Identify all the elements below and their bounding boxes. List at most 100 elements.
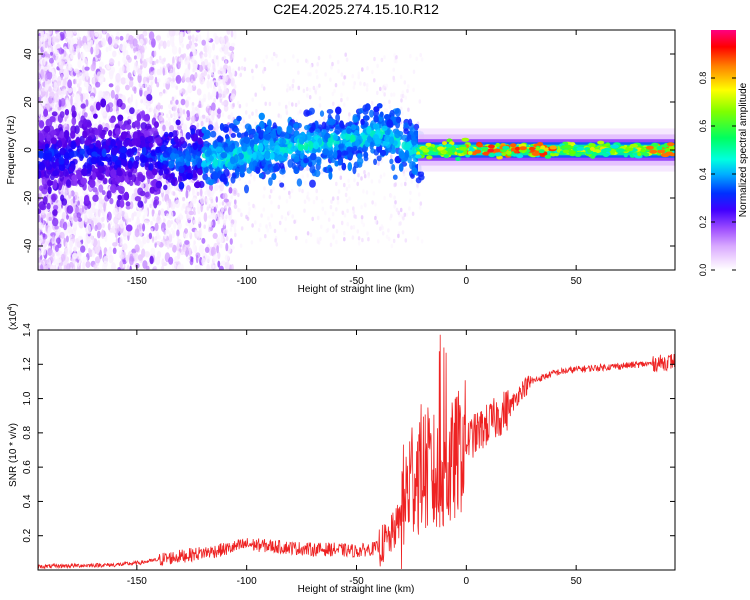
spectrogram-cell	[365, 83, 369, 88]
spectrogram-cell	[105, 30, 111, 33]
spectrogram-cell	[278, 220, 282, 226]
spectrogram-cell	[337, 68, 340, 74]
spectrogram-cell	[137, 173, 144, 182]
spectrogram-cell	[372, 191, 376, 196]
spectrogram-cell	[262, 194, 266, 199]
spectrogram-cell	[381, 88, 385, 94]
spectrogram-cell	[97, 208, 101, 218]
spectrogram-cell	[248, 179, 251, 185]
spectrogram-cell	[94, 32, 99, 38]
spectrogram-cell	[348, 196, 351, 201]
spectrogram-cell	[218, 265, 224, 270]
spectrogram-cell	[63, 229, 69, 236]
spectrogram-cell	[73, 68, 80, 74]
spectrogram-cell	[103, 202, 106, 212]
spectrogram-cell	[227, 201, 231, 208]
spectrogram-cell	[268, 194, 272, 199]
spectrogram-cell	[50, 265, 56, 270]
spectrogram-cell	[125, 205, 131, 210]
spectrogram-cell	[297, 70, 300, 75]
spectrogram-cell	[356, 229, 360, 234]
spectrogram-cell	[115, 232, 118, 238]
spectrogram-cell	[54, 49, 60, 57]
spectrogram-cell	[186, 116, 191, 121]
spectrogram-cell	[201, 257, 206, 266]
spectrogram-cell	[109, 197, 114, 205]
spectrogram-cell	[97, 230, 101, 239]
spectrogram-cell	[176, 264, 182, 270]
spectrogram-cell	[343, 231, 346, 236]
spectrogram-cell	[155, 256, 161, 266]
spectrogram-cell	[63, 264, 67, 270]
spectrogram-cell	[279, 182, 285, 188]
spectrogram-cell	[83, 112, 88, 118]
spectrogram-cell	[353, 178, 356, 183]
spectrogram-cell	[129, 201, 134, 210]
spectrogram-cell	[137, 73, 142, 84]
spectrogram-cell	[134, 188, 139, 195]
spectrogram-cell	[383, 101, 386, 107]
spectrogram-cell	[379, 174, 383, 179]
spectrogram-cell	[292, 54, 295, 59]
spectrogram-cell	[168, 231, 171, 236]
spectrogram-cell	[230, 80, 234, 85]
spectrogram-cell	[95, 81, 101, 88]
spectrogram-cell	[196, 112, 199, 118]
spectrogram-cell	[82, 65, 85, 75]
spectrogram-cell	[146, 238, 150, 244]
spectrogram-cell	[216, 108, 222, 115]
spectrogram-cell	[72, 195, 76, 204]
spectrogram-cell	[308, 95, 312, 100]
spectrogram-cell	[416, 183, 419, 188]
spectrogram-cell	[148, 232, 153, 240]
spectrogram-cell	[180, 206, 184, 211]
spectrogram-cell	[351, 74, 355, 79]
spectrogram-cell	[315, 85, 319, 91]
spectrogram-cell	[233, 204, 238, 209]
spectrogram-cell	[185, 189, 189, 199]
spectrogram-cell	[117, 60, 121, 67]
spectrogram-cell	[172, 67, 176, 72]
spectrogram-cell	[316, 62, 319, 67]
spectrogram-cell	[178, 190, 182, 195]
spectrogram-cell	[268, 177, 273, 186]
spectrogram-cell	[51, 35, 56, 46]
spectrogram-cell	[259, 237, 262, 242]
spectrogram-cell	[191, 42, 195, 52]
spectrogram-cell	[390, 92, 393, 98]
spectrogram-cell	[79, 135, 85, 145]
spectrogram-cell	[175, 55, 178, 61]
spectrogram-cell	[205, 39, 209, 49]
spectrogram-cell	[157, 102, 161, 112]
spectrogram-cell	[57, 114, 64, 123]
spectrogram-cell	[346, 96, 349, 102]
spectrogram-cell	[84, 66, 90, 71]
spectrogram-cell	[146, 220, 150, 226]
spectrogram-cell	[91, 250, 96, 258]
spectrogram-cell	[93, 264, 98, 269]
spectrogram-cell	[161, 258, 165, 267]
spectrogram-cell	[363, 174, 367, 179]
spectrogram-cell	[199, 227, 202, 233]
spectrogram-cell	[237, 192, 240, 198]
spectrogram-cell	[299, 109, 302, 114]
spectrogram-cell	[157, 78, 161, 83]
spectrogram-cell	[144, 251, 150, 258]
spectrogram-cell	[377, 239, 380, 244]
spectrogram-cell	[365, 87, 369, 92]
spectrogram-cell	[38, 40, 42, 49]
spectrogram-cell	[265, 54, 269, 60]
spectrogram-cell	[250, 240, 254, 245]
spectrogram-cell	[393, 195, 396, 200]
spectrogram-cell	[189, 247, 192, 257]
spectrogram-cell	[415, 56, 419, 61]
spectrogram-cell	[233, 84, 237, 90]
spectrogram-cell	[192, 243, 196, 252]
spectrogram-cell	[358, 104, 362, 109]
spectrogram-cell	[269, 189, 273, 194]
spectrogram-cell	[167, 210, 174, 220]
spectrogram-cell	[82, 261, 86, 270]
spectrogram-cell	[331, 61, 334, 67]
spectrogram-cell	[182, 123, 188, 133]
spectrogram-cell	[154, 213, 157, 218]
